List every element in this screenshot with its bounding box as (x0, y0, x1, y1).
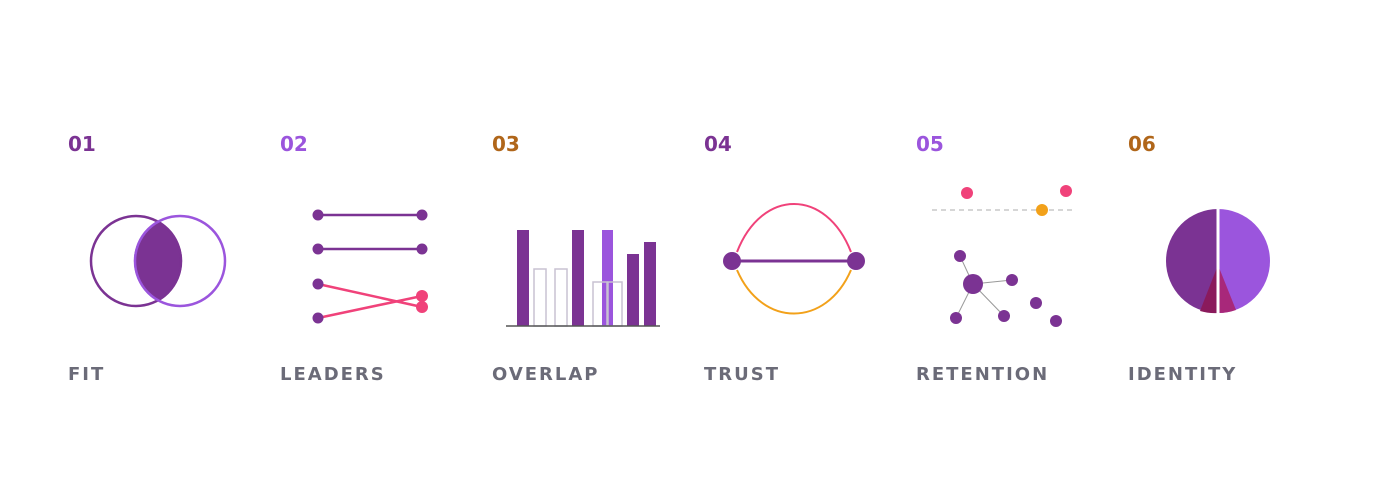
item-label: FIT (68, 364, 105, 385)
identity-icon (1166, 207, 1270, 315)
item-label: OVERLAP (492, 364, 600, 385)
item-number: 01 (68, 132, 96, 156)
item-label: IDENTITY (1128, 364, 1237, 385)
fit-icon (89, 214, 227, 308)
item-label: TRUST (704, 364, 780, 385)
item-label: RETENTION (916, 364, 1049, 385)
item-label: LEADERS (280, 364, 386, 385)
labels: 01 FIT 02 LEADERS 03 OVERLAP 04 TRUST 05 RETENTIO… (68, 132, 1237, 385)
retention-icon (932, 185, 1076, 327)
overlap-icon (506, 230, 660, 327)
item-number: 05 (916, 132, 944, 156)
item-number: 03 (492, 132, 520, 156)
trust-icon (723, 203, 865, 315)
item-number: 06 (1128, 132, 1156, 156)
leaders-icon (312, 209, 428, 324)
item-number: 02 (280, 132, 308, 156)
item-number: 04 (704, 132, 732, 156)
